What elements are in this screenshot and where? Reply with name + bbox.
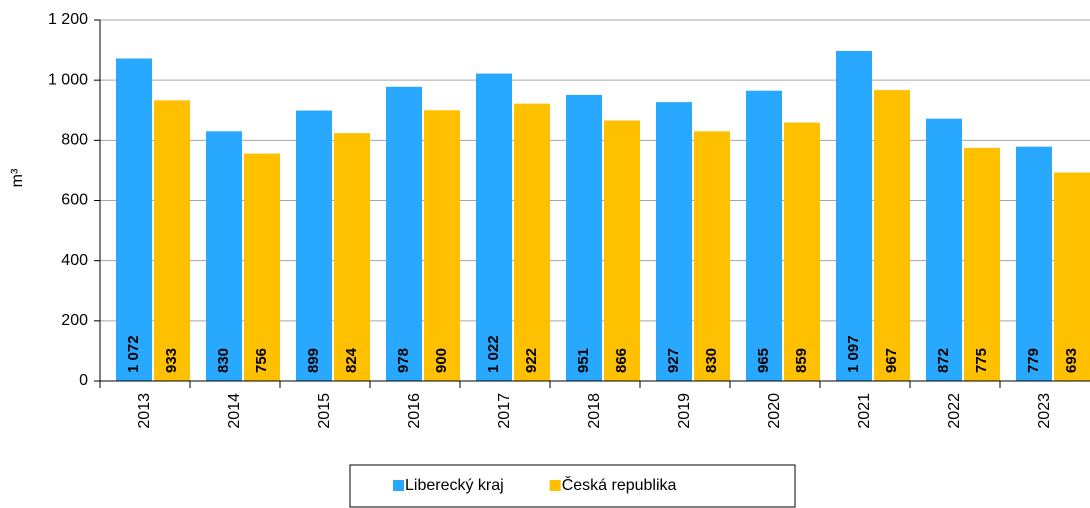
bar bbox=[154, 100, 190, 381]
value-label: 779 bbox=[1025, 348, 1042, 373]
value-label: 899 bbox=[305, 348, 322, 373]
value-label: 965 bbox=[755, 348, 772, 373]
value-label: 756 bbox=[253, 348, 270, 373]
bar bbox=[784, 122, 820, 381]
bar bbox=[926, 118, 962, 381]
value-label: 1 097 bbox=[845, 335, 862, 373]
x-tick-label: 2023 bbox=[1036, 393, 1053, 429]
bar bbox=[424, 110, 460, 381]
bar bbox=[694, 131, 730, 381]
y-tick-label: 400 bbox=[61, 252, 88, 269]
bar bbox=[334, 133, 370, 381]
bar bbox=[874, 90, 910, 381]
value-label: 1 022 bbox=[485, 335, 502, 373]
x-tick-label: 2020 bbox=[766, 393, 783, 429]
y-tick-label: 200 bbox=[61, 312, 88, 329]
legend-label: Česká republika bbox=[562, 475, 677, 494]
legend-swatch bbox=[393, 480, 404, 491]
y-tick-label: 1 200 bbox=[48, 11, 88, 28]
bar bbox=[1016, 146, 1052, 381]
legend-label: Liberecký kraj bbox=[405, 477, 504, 494]
bar bbox=[566, 94, 602, 381]
bar bbox=[604, 120, 640, 381]
bar bbox=[296, 110, 332, 381]
y-tick-label: 600 bbox=[61, 192, 88, 209]
value-label: 978 bbox=[395, 348, 412, 373]
legend bbox=[349, 464, 796, 508]
value-label: 967 bbox=[883, 348, 900, 373]
bar bbox=[116, 58, 152, 382]
value-label: 830 bbox=[215, 348, 232, 373]
bar bbox=[746, 90, 782, 381]
bar bbox=[836, 50, 872, 381]
y-tick-label: 1 000 bbox=[48, 71, 88, 88]
bar bbox=[656, 102, 692, 381]
x-tick-label: 2021 bbox=[856, 393, 873, 429]
x-tick-label: 2015 bbox=[316, 393, 333, 429]
value-label: 775 bbox=[973, 348, 990, 373]
bar bbox=[514, 103, 550, 382]
bar bbox=[964, 147, 1000, 381]
value-label: 866 bbox=[613, 348, 630, 373]
value-label: 824 bbox=[343, 347, 360, 373]
y-tick-label: 0 bbox=[79, 372, 88, 389]
value-label: 830 bbox=[703, 348, 720, 373]
bar bbox=[1054, 172, 1090, 381]
value-label: 872 bbox=[935, 348, 952, 373]
bar bbox=[244, 153, 280, 381]
bar bbox=[476, 73, 512, 381]
value-label: 927 bbox=[665, 348, 682, 373]
value-label: 1 072 bbox=[125, 335, 142, 373]
x-tick-label: 2016 bbox=[406, 393, 423, 429]
bar bbox=[206, 131, 242, 381]
value-label: 900 bbox=[433, 348, 450, 373]
x-tick-label: 2018 bbox=[586, 393, 603, 429]
value-label: 859 bbox=[793, 348, 810, 373]
value-label: 693 bbox=[1063, 348, 1080, 373]
bar bbox=[386, 86, 422, 381]
x-tick-label: 2017 bbox=[496, 393, 513, 429]
x-tick-label: 2022 bbox=[946, 393, 963, 429]
value-label: 933 bbox=[163, 348, 180, 373]
value-label: 922 bbox=[523, 348, 540, 373]
value-label: 951 bbox=[575, 348, 592, 373]
x-tick-label: 2013 bbox=[136, 393, 153, 429]
y-axis-label: m³ bbox=[9, 168, 26, 187]
x-tick-label: 2019 bbox=[676, 393, 693, 429]
y-tick-label: 800 bbox=[61, 132, 88, 149]
legend-swatch bbox=[549, 480, 561, 491]
x-tick-label: 2014 bbox=[226, 393, 243, 429]
